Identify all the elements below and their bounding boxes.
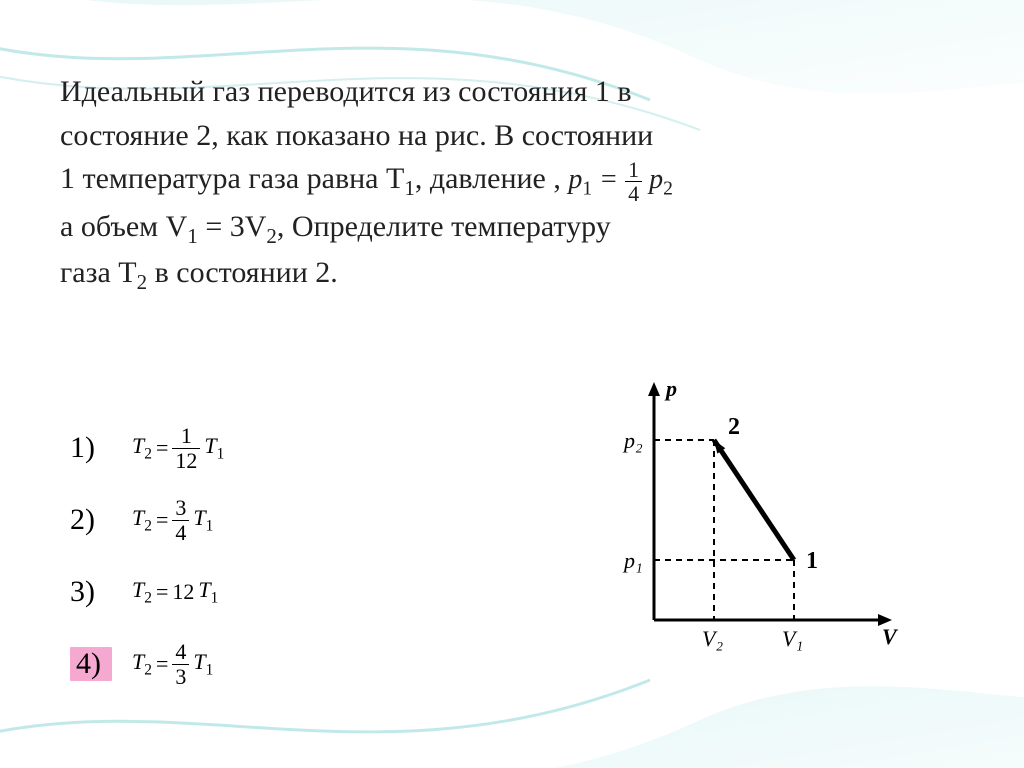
answer-expression: T2 = 34T1 xyxy=(132,496,213,543)
answer-number: 3) xyxy=(70,575,112,609)
answer-number: 1) xyxy=(70,431,112,465)
svg-text:1: 1 xyxy=(806,548,818,574)
svg-text:V₁: V₁ xyxy=(782,626,803,651)
answer-row-3: 3) T2 = 12T1 xyxy=(70,564,224,620)
problem-line4a: а объем V xyxy=(60,210,187,243)
svg-text:p₁: p₁ xyxy=(622,548,643,573)
problem-line4b: = 3V xyxy=(198,210,267,243)
answer-expression: T2 = 112T1 xyxy=(132,424,224,471)
problem-line3b: , давление , xyxy=(415,162,561,195)
svg-text:p₂: p₂ xyxy=(622,428,643,453)
problem-line2: состояние 2, как показано на рис. В сост… xyxy=(60,119,653,152)
pv-diagram: p Vp₂ p₁ V₂ V₁ 2 1 xyxy=(604,370,904,670)
answer-expression: T2 = 12T1 xyxy=(132,577,218,607)
svg-text:p: p xyxy=(664,376,677,401)
svg-text:2: 2 xyxy=(728,414,740,440)
problem-line1: Идеальный газ переводится из состояния 1… xyxy=(60,75,632,108)
answer-row-4: 4) T2 = 43T1 xyxy=(70,636,224,692)
answer-number: 2) xyxy=(70,503,112,537)
answer-number: 4) xyxy=(70,647,112,681)
answer-row-1: 1) T2 = 112T1 xyxy=(70,420,224,476)
problem-line5a: газа T xyxy=(60,256,137,289)
answer-expression: T2 = 43T1 xyxy=(132,640,213,687)
problem-line3a: 1 температура газа равна T xyxy=(60,162,404,195)
answer-row-2: 2) T2 = 34T1 xyxy=(70,492,224,548)
svg-text:V₂: V₂ xyxy=(702,626,723,651)
svg-text:V: V xyxy=(882,624,899,649)
problem-line4c: , Определите температуру xyxy=(277,210,611,243)
problem-line5b: в состоянии 2. xyxy=(147,256,338,289)
pressure-equation: p1 = 14 p2 xyxy=(568,158,673,205)
answer-choices: 1) T2 = 112T1 2) T2 = 34T1 3) T2 = 12T1 4) T2 =… xyxy=(70,420,224,708)
problem-text: Идеальный газ переводится из состояния 1… xyxy=(60,70,964,298)
slide-content: Идеальный газ переводится из состояния 1… xyxy=(60,70,964,708)
